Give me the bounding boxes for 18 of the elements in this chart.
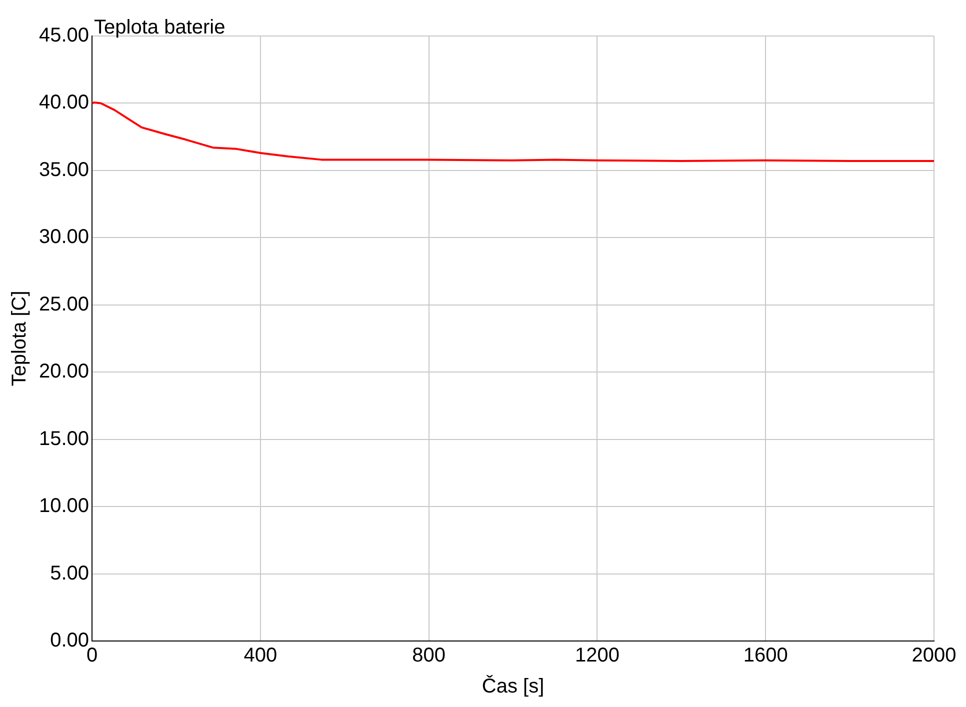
y-tick-label: 45.00 bbox=[38, 24, 90, 47]
x-tick-label: 2000 bbox=[912, 644, 956, 667]
y-tick-label: 15.00 bbox=[38, 428, 90, 450]
y-tick-label: 35.00 bbox=[38, 158, 90, 181]
x-tick-label: 1200 bbox=[574, 644, 620, 667]
chart-title: Teplota baterie bbox=[94, 16, 226, 39]
y-tick-label: 20.00 bbox=[38, 360, 90, 383]
y-tick-label: 10.00 bbox=[38, 495, 90, 518]
y-tick-label: 25.00 bbox=[38, 293, 90, 316]
y-tick-label: 40.00 bbox=[38, 92, 90, 114]
x-tick-label: 400 bbox=[244, 644, 278, 667]
x-axis-title: Čas [s] bbox=[482, 674, 544, 698]
x-tick-label: 0 bbox=[86, 644, 98, 667]
y-tick-label: 5.00 bbox=[50, 562, 90, 584]
x-tick-label: 1600 bbox=[743, 644, 788, 667]
y-axis-title: Teplota [C] bbox=[8, 290, 31, 386]
x-tick-label: 800 bbox=[412, 644, 446, 667]
y-tick-label: 30.00 bbox=[38, 226, 90, 248]
